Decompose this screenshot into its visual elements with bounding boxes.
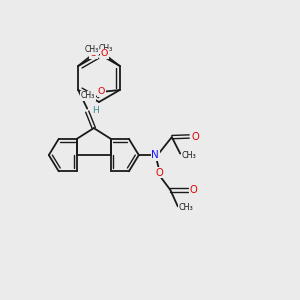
Text: N: N	[152, 150, 159, 160]
Text: O: O	[155, 167, 163, 178]
Text: O: O	[89, 49, 97, 58]
Text: CH₃: CH₃	[181, 151, 196, 160]
Text: O: O	[100, 50, 108, 58]
Text: CH₃: CH₃	[85, 45, 99, 54]
Text: O: O	[98, 87, 105, 96]
Text: O: O	[191, 131, 199, 142]
Text: CH₃: CH₃	[99, 44, 113, 53]
Text: O: O	[190, 185, 198, 195]
Text: H: H	[92, 106, 99, 115]
Text: CH₃: CH₃	[179, 203, 194, 212]
Text: CH₃: CH₃	[81, 92, 95, 100]
